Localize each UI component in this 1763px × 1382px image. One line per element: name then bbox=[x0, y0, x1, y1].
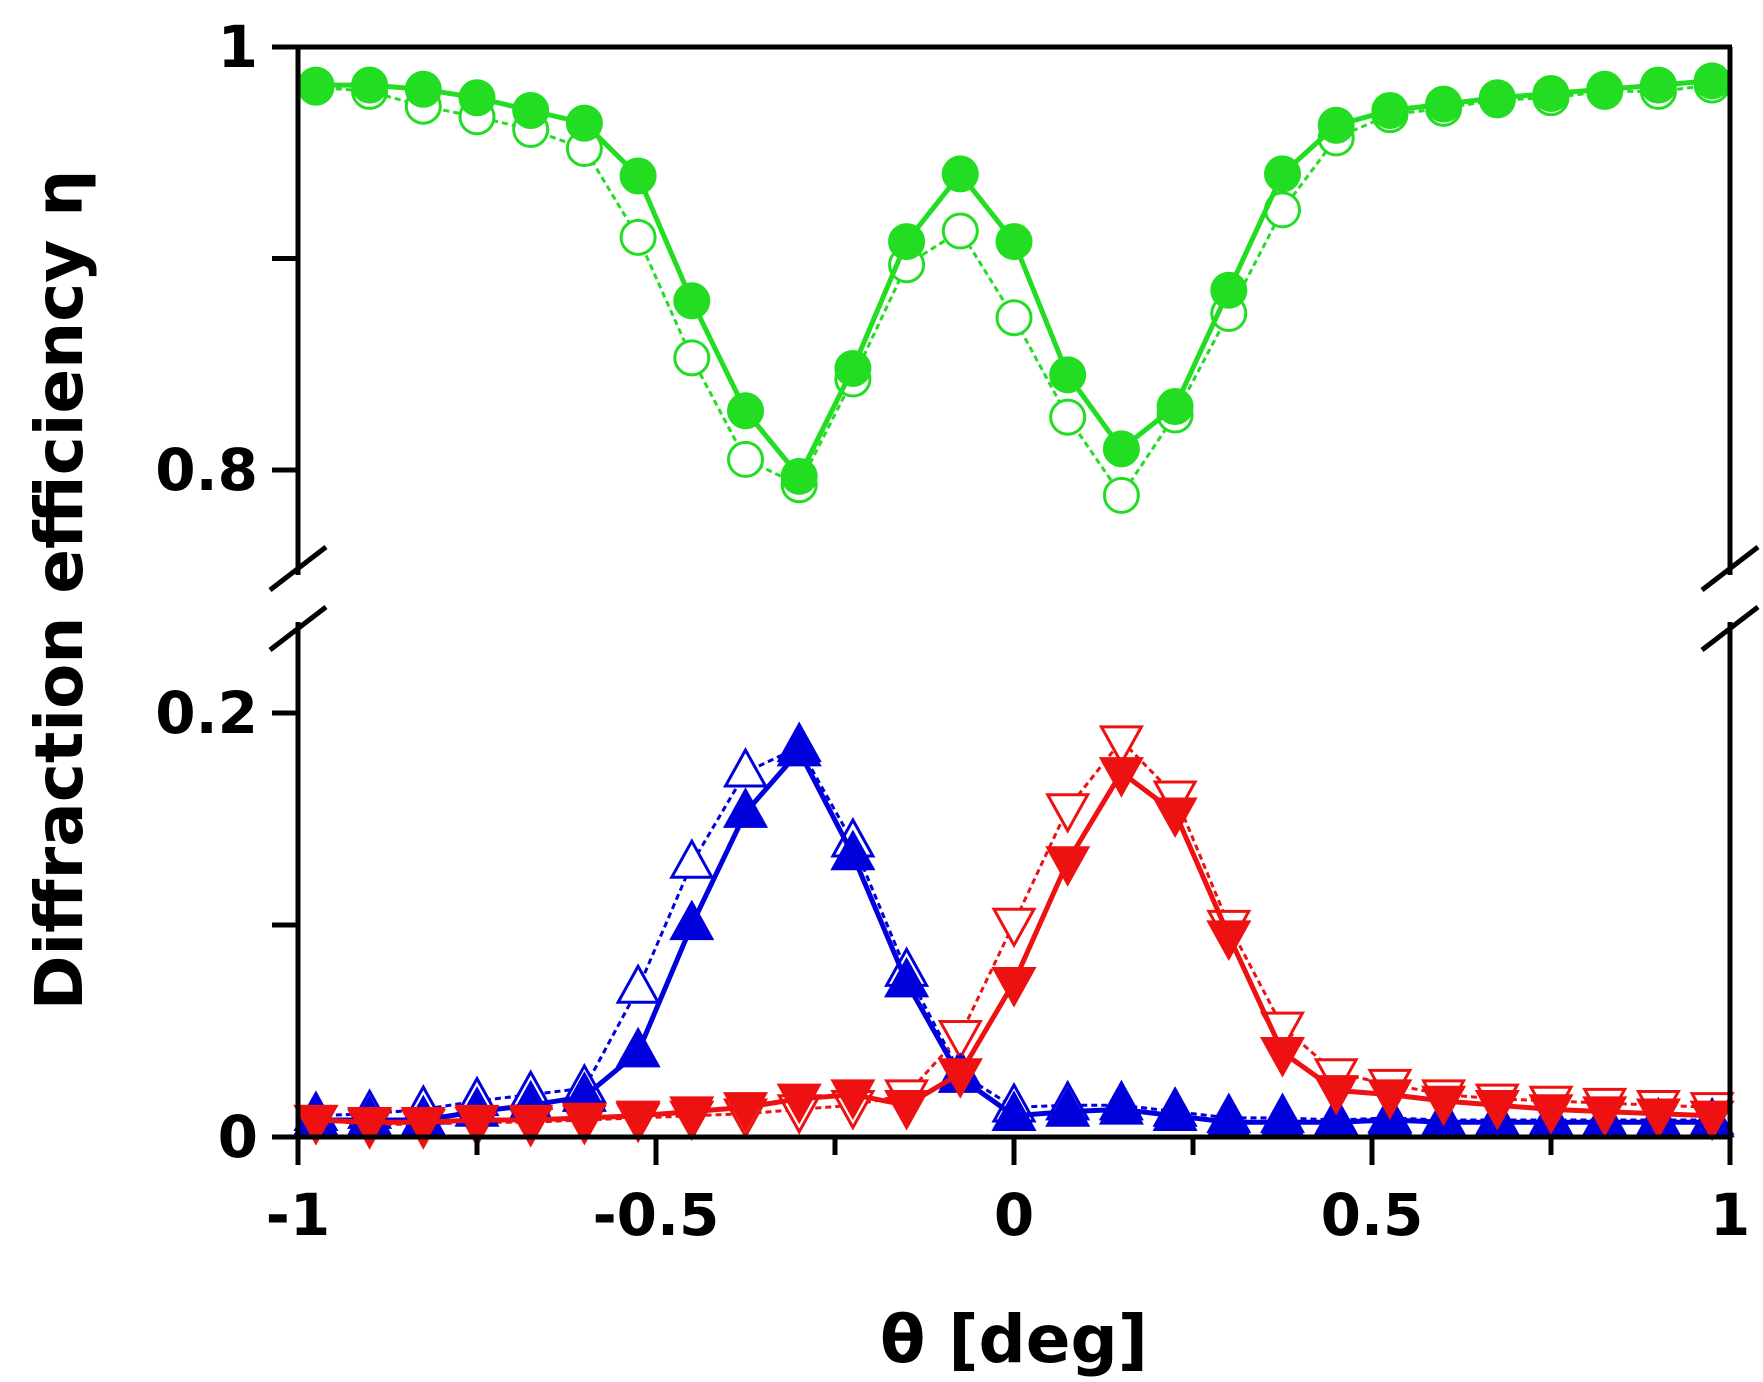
data-point bbox=[669, 838, 715, 879]
data-point bbox=[834, 349, 872, 387]
data-point bbox=[1102, 430, 1140, 468]
data-point bbox=[937, 1020, 983, 1061]
data-point bbox=[995, 223, 1033, 261]
data-point bbox=[619, 218, 657, 256]
data-point bbox=[1045, 1086, 1091, 1127]
data-point bbox=[1264, 155, 1301, 193]
data-point bbox=[1367, 1079, 1413, 1121]
data-point bbox=[1206, 920, 1252, 962]
ticks-layer: -1 -0.5 0 0.5 1 1 0.8 0.2 0 bbox=[155, 13, 1750, 1249]
data-point bbox=[937, 1058, 983, 1099]
data-point bbox=[830, 1079, 876, 1121]
data-point bbox=[776, 725, 822, 767]
data-point bbox=[400, 1106, 446, 1148]
y-tick-label: 0.8 bbox=[155, 436, 258, 504]
data-point bbox=[454, 1104, 500, 1146]
data-point bbox=[722, 787, 769, 828]
data-point bbox=[673, 339, 711, 377]
data-point bbox=[727, 440, 764, 478]
data-point bbox=[1425, 85, 1463, 123]
axis-break-left-2 bbox=[268, 605, 328, 652]
data-point bbox=[347, 1106, 393, 1148]
data-point bbox=[673, 282, 711, 320]
data-point bbox=[941, 155, 979, 193]
data-point bbox=[991, 1090, 1037, 1131]
data-point bbox=[669, 1096, 715, 1137]
y-tick-label: 1 bbox=[218, 13, 258, 81]
data-point bbox=[1478, 79, 1516, 117]
data-point bbox=[458, 79, 496, 117]
data-point bbox=[615, 1026, 661, 1068]
series-layer bbox=[293, 62, 1735, 1150]
x-tick-label: -1 bbox=[266, 1181, 330, 1249]
data-point bbox=[776, 1083, 822, 1125]
x-axis-title: θ [deg] bbox=[880, 1301, 1148, 1378]
y-axis-title: Diffraction efficiency η bbox=[21, 170, 98, 1011]
axis-break-left-1 bbox=[268, 545, 328, 592]
data-point bbox=[888, 223, 926, 261]
data-point bbox=[1586, 70, 1624, 108]
data-point bbox=[669, 899, 715, 941]
data-point bbox=[1098, 725, 1144, 766]
x-tick-label: 1 bbox=[1710, 1181, 1750, 1249]
data-point bbox=[561, 1102, 607, 1144]
x-tick-label: -0.5 bbox=[593, 1181, 720, 1249]
data-point bbox=[293, 1104, 339, 1146]
data-point bbox=[1152, 797, 1198, 839]
axis-break-right-2 bbox=[1700, 605, 1760, 652]
series-0 bbox=[297, 62, 1731, 495]
data-point bbox=[991, 967, 1037, 1008]
data-point bbox=[1313, 1075, 1359, 1116]
data-point bbox=[1098, 757, 1144, 798]
data-point bbox=[512, 91, 550, 129]
data-point bbox=[1689, 1100, 1735, 1142]
data-point bbox=[941, 212, 979, 250]
data-point bbox=[565, 104, 603, 142]
data-point bbox=[1582, 1096, 1628, 1137]
data-point bbox=[1045, 846, 1091, 887]
data-point bbox=[1532, 75, 1570, 113]
data-point bbox=[1049, 398, 1087, 436]
data-point bbox=[1371, 91, 1409, 129]
data-point bbox=[619, 157, 657, 195]
data-point bbox=[1098, 1084, 1144, 1125]
data-point bbox=[615, 1100, 661, 1142]
series-4 bbox=[293, 757, 1735, 1148]
data-point bbox=[297, 66, 335, 104]
data-point bbox=[1102, 476, 1140, 514]
data-point bbox=[1693, 62, 1731, 100]
data-point bbox=[351, 66, 389, 104]
data-point bbox=[722, 746, 769, 788]
data-point bbox=[1259, 1037, 1306, 1078]
x-tick-label: 0 bbox=[994, 1181, 1034, 1249]
x-tick-label: 0.5 bbox=[1321, 1181, 1424, 1249]
axis-break-right-1 bbox=[1700, 545, 1760, 592]
data-point bbox=[1474, 1090, 1520, 1131]
y-tick-label: 0.2 bbox=[155, 679, 258, 747]
data-point bbox=[1156, 388, 1194, 426]
data-point bbox=[884, 956, 930, 998]
data-point bbox=[615, 963, 661, 1004]
data-point bbox=[1635, 1098, 1681, 1140]
data-point bbox=[1045, 793, 1091, 834]
data-point bbox=[1639, 66, 1677, 104]
data-point bbox=[830, 829, 876, 871]
series-1 bbox=[297, 66, 1731, 514]
y-tick-label: 0 bbox=[218, 1103, 258, 1171]
data-point bbox=[727, 392, 764, 430]
data-point bbox=[1049, 356, 1087, 394]
data-point bbox=[1528, 1094, 1574, 1135]
data-point bbox=[1421, 1085, 1467, 1127]
data-point bbox=[780, 457, 818, 495]
data-point bbox=[404, 70, 442, 108]
data-point bbox=[1152, 1090, 1198, 1131]
data-point bbox=[991, 907, 1037, 949]
data-point bbox=[722, 1092, 769, 1133]
data-point bbox=[1210, 271, 1248, 309]
data-point bbox=[884, 1090, 930, 1131]
data-point bbox=[995, 299, 1033, 337]
data-point bbox=[508, 1104, 554, 1146]
data-point bbox=[1317, 106, 1355, 144]
